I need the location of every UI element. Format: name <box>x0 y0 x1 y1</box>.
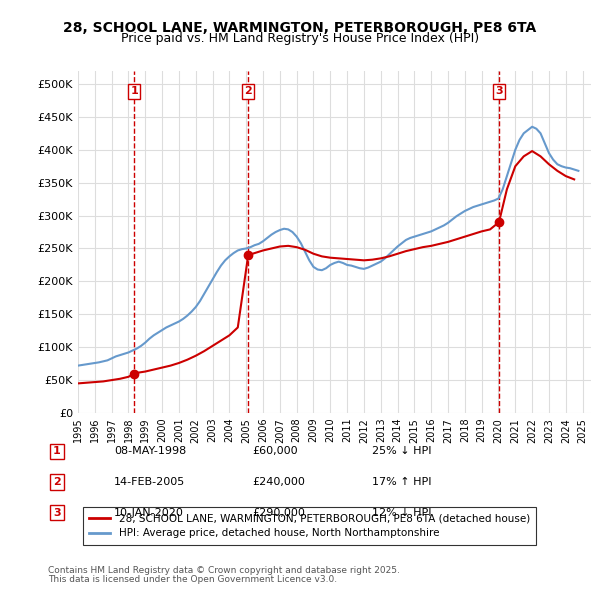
Text: 08-MAY-1998: 08-MAY-1998 <box>114 447 186 456</box>
Text: 3: 3 <box>53 508 61 517</box>
Text: 10-JAN-2020: 10-JAN-2020 <box>114 508 184 517</box>
Text: 28, SCHOOL LANE, WARMINGTON, PETERBOROUGH, PE8 6TA: 28, SCHOOL LANE, WARMINGTON, PETERBOROUG… <box>64 21 536 35</box>
Text: £60,000: £60,000 <box>252 447 298 456</box>
Text: £240,000: £240,000 <box>252 477 305 487</box>
Text: Contains HM Land Registry data © Crown copyright and database right 2025.: Contains HM Land Registry data © Crown c… <box>48 566 400 575</box>
Text: 1: 1 <box>53 447 61 456</box>
Text: This data is licensed under the Open Government Licence v3.0.: This data is licensed under the Open Gov… <box>48 575 337 584</box>
Text: 12% ↓ HPI: 12% ↓ HPI <box>372 508 431 517</box>
Text: 3: 3 <box>495 86 503 96</box>
Text: 14-FEB-2005: 14-FEB-2005 <box>114 477 185 487</box>
Text: £290,000: £290,000 <box>252 508 305 517</box>
Text: 2: 2 <box>244 86 252 96</box>
Text: Price paid vs. HM Land Registry's House Price Index (HPI): Price paid vs. HM Land Registry's House … <box>121 32 479 45</box>
Text: 25% ↓ HPI: 25% ↓ HPI <box>372 447 431 456</box>
Text: 1: 1 <box>130 86 138 96</box>
Legend: 28, SCHOOL LANE, WARMINGTON, PETERBOROUGH, PE8 6TA (detached house), HPI: Averag: 28, SCHOOL LANE, WARMINGTON, PETERBOROUG… <box>83 507 536 545</box>
Text: 17% ↑ HPI: 17% ↑ HPI <box>372 477 431 487</box>
Text: 2: 2 <box>53 477 61 487</box>
